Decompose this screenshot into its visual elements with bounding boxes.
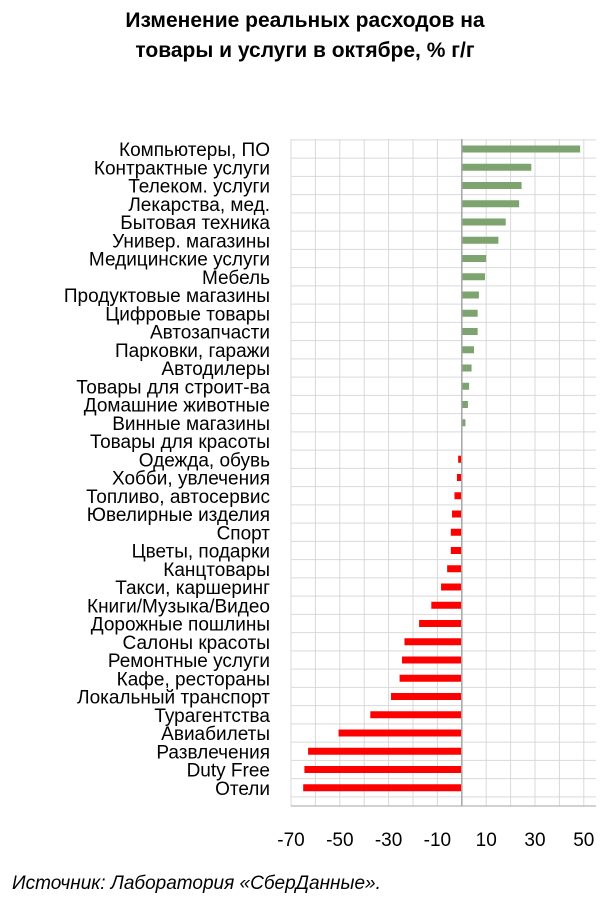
category-label: Цветы, подарки bbox=[132, 542, 270, 563]
bar bbox=[419, 620, 462, 627]
bar bbox=[461, 182, 522, 189]
category-label: Домашние животные bbox=[84, 396, 270, 417]
x-tick-label: 30 bbox=[524, 830, 545, 851]
chart-title-line-2: товары и услуги в октябре, % г/г bbox=[135, 39, 475, 62]
category-label: Салоны красоты bbox=[123, 633, 270, 654]
bar bbox=[461, 291, 479, 299]
category-label: Дорожные пошлины bbox=[91, 615, 270, 636]
bar bbox=[308, 747, 462, 755]
bar bbox=[458, 455, 462, 463]
bar bbox=[447, 565, 462, 573]
bar bbox=[452, 510, 462, 518]
source-note: Источник: Лаборатория «СберДанные». bbox=[12, 873, 381, 894]
category-label: Турагентства bbox=[154, 706, 270, 727]
category-label: Автодилеры bbox=[161, 359, 270, 380]
category-label: Товары для строит-ва bbox=[76, 377, 270, 398]
x-tick-label: -30 bbox=[375, 830, 402, 851]
category-label: Парковки, гаражи bbox=[115, 341, 270, 362]
category-label: Медицинские услуги bbox=[89, 250, 270, 271]
category-label: Локальный транспорт bbox=[77, 688, 270, 709]
bar-chart: -70 -50 -30 -10 10 30 50 Компьютеры, ПОКонтракт… bbox=[64, 139, 596, 851]
category-label: Отели bbox=[215, 779, 270, 800]
x-tick-label: 50 bbox=[573, 830, 594, 851]
category-label: Одежда, обувь bbox=[139, 450, 270, 471]
bar bbox=[461, 328, 478, 335]
category-label: Товары для красоты bbox=[90, 432, 270, 453]
bar bbox=[431, 601, 462, 609]
category-label: Такси, каршеринг bbox=[115, 578, 270, 599]
bar bbox=[461, 255, 487, 262]
bar bbox=[450, 528, 462, 536]
category-label: Хобби, увлечения bbox=[112, 469, 270, 490]
bar bbox=[402, 656, 462, 664]
bar bbox=[454, 492, 462, 500]
category-label: Топливо, автосервис bbox=[86, 487, 270, 508]
category-label: Ремонтные услуги bbox=[108, 651, 270, 672]
bar bbox=[461, 200, 520, 208]
bar bbox=[461, 273, 485, 281]
bar bbox=[441, 583, 462, 591]
category-label: Duty Free bbox=[187, 761, 270, 782]
bar bbox=[399, 674, 462, 682]
category-label: Развлечения bbox=[156, 742, 270, 763]
bar bbox=[461, 401, 468, 408]
bar bbox=[456, 474, 462, 481]
category-label: Мебель bbox=[202, 268, 270, 289]
chart-title-line-1: Изменение реальных расходов на bbox=[125, 9, 485, 32]
bar bbox=[461, 364, 472, 372]
category-label: Авиабилеты bbox=[161, 724, 270, 745]
x-tick-label: -10 bbox=[424, 830, 451, 851]
category-label: Канцтовары bbox=[163, 560, 270, 581]
category-label: Лекарства, мед. bbox=[128, 195, 270, 216]
bar bbox=[338, 729, 462, 737]
category-label: Цифровые товары bbox=[105, 304, 270, 325]
chart-title: Изменение реальных расходов на товары и … bbox=[0, 6, 610, 66]
category-label: Спорт bbox=[217, 523, 271, 544]
category-label: Винные магазины bbox=[112, 414, 270, 435]
bar bbox=[461, 145, 581, 153]
bar bbox=[450, 547, 462, 554]
category-label: Бытовая техника bbox=[120, 213, 270, 234]
category-label: Автозапчасти bbox=[150, 323, 270, 344]
bar bbox=[461, 419, 466, 427]
category-label: Кафе, рестораны bbox=[117, 669, 270, 690]
x-tick-label: -50 bbox=[326, 830, 353, 851]
bar bbox=[391, 693, 462, 700]
bar bbox=[370, 711, 462, 719]
x-tick-label: -70 bbox=[277, 830, 304, 851]
category-label: Книги/Музыка/Видео bbox=[87, 596, 270, 617]
bar bbox=[461, 163, 532, 171]
category-label: Компьютеры, ПО bbox=[119, 140, 270, 161]
bar bbox=[461, 236, 499, 244]
bar bbox=[404, 638, 462, 646]
category-label: Контрактные услуги bbox=[94, 158, 270, 179]
bar bbox=[461, 382, 470, 390]
bar bbox=[461, 218, 506, 226]
category-label: Телеком. услуги bbox=[128, 177, 270, 198]
bar bbox=[304, 766, 462, 773]
category-label: Универ. магазины bbox=[112, 231, 270, 252]
bar bbox=[461, 346, 474, 354]
category-label: Ювелирные изделия bbox=[87, 505, 270, 526]
category-label: Продуктовые магазины bbox=[64, 286, 270, 307]
x-tick-label: 10 bbox=[476, 830, 497, 851]
bar bbox=[303, 784, 462, 792]
bar bbox=[461, 309, 478, 317]
